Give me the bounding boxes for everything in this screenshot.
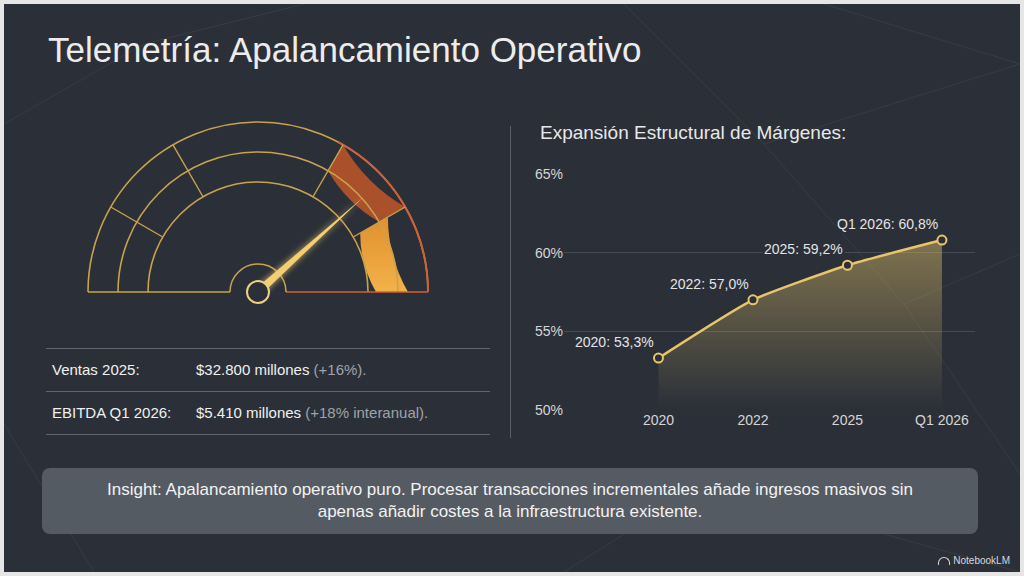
svg-text:2022: 2022 [737,412,768,428]
html-text:Insight: Apalancamiento operat: Insight: Apalancamiento operativo puro. … [107,480,913,521]
svg-text:2020: 2020 [643,412,674,428]
svg-text:60%: 60% [535,245,563,261]
svg-text:2022: 57,0%: 2022: 57,0% [670,276,749,292]
html-text:Telemetría: Apalancamiento Ope: Telemetría: Apalancamiento Operativo [48,30,642,69]
svg-text:2020: 53,3%: 2020: 53,3% [575,334,654,350]
html-text:NotebookLM: NotebookLM [953,555,1010,566]
svg-text:Q1 2026: Q1 2026 [915,412,969,428]
html-text:Ventas 2025:: Ventas 2025: [52,361,140,378]
svg-text:2025: 59,2%: 2025: 59,2% [764,241,843,257]
html-text:EBITDA Q1 2026:: EBITDA Q1 2026: [52,404,172,421]
svg-text:50%: 50% [535,402,563,418]
svg-text:Expansión Estructural de Márge: Expansión Estructural de Márgenes: [540,122,846,143]
html-text:$32.800 millones (+16%).: $32.800 millones (+16%). [196,361,367,378]
html-text:$5.410 millones (+18% interanu: $5.410 millones (+18% interanual). [196,404,429,421]
svg-text:2025: 2025 [832,412,863,428]
svg-text:65%: 65% [535,166,563,182]
svg-text:Q1 2026: 60,8%: Q1 2026: 60,8% [837,216,938,232]
svg-text:55%: 55% [535,323,563,339]
